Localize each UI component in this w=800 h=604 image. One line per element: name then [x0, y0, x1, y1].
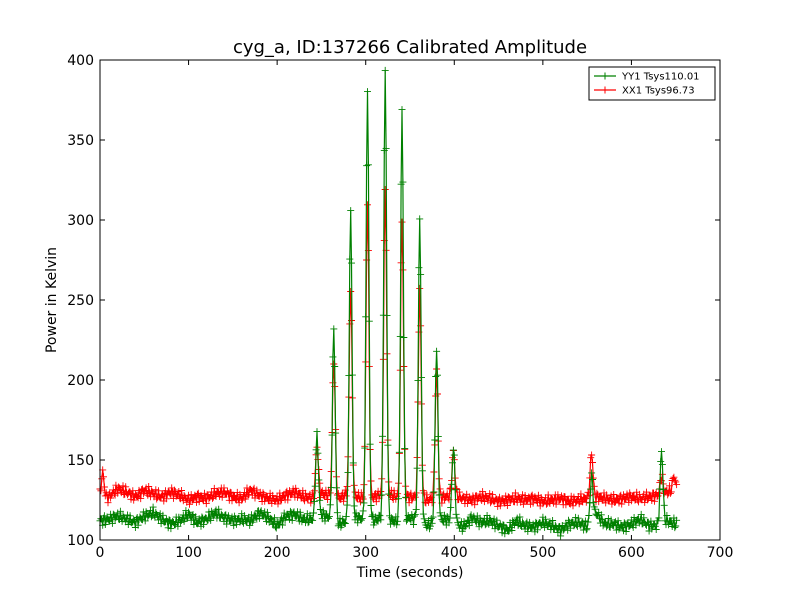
x-tick-label: 100: [175, 545, 202, 561]
ticks-layer: 0 100 200 300 400 500 600 700100150200250300350…: [67, 53, 733, 561]
legend-box: [588, 66, 716, 101]
x-tick-label: 300: [352, 545, 379, 561]
y-axis-label: Power in Kelvin: [44, 247, 60, 353]
legend-label: XX1 Tsys96.73: [622, 86, 695, 97]
y-tick-label: 250: [67, 293, 94, 309]
x-tick-label: 400: [441, 545, 468, 561]
legend-label: YY1 Tsys110.01: [621, 72, 700, 83]
y-tick-label: 150: [67, 453, 94, 469]
x-tick-label: 600: [618, 545, 645, 561]
x-tick-label: 200: [264, 545, 291, 561]
x-tick-label: 700: [707, 545, 734, 561]
x-tick-label: 500: [529, 545, 556, 561]
y-tick-label: 100: [67, 533, 94, 549]
y-tick-label: 350: [67, 133, 94, 149]
legend-marker: [601, 72, 609, 80]
legend-marker: [601, 86, 609, 94]
chart-title: cyg_a, ID:137266 Calibrated Amplitude: [233, 37, 587, 58]
legend: YY1 Tsys110.01 XX1 Tsys96.73: [588, 66, 716, 101]
x-axis-label: Time (seconds): [356, 565, 464, 581]
y-tick-label: 400: [67, 53, 94, 69]
plot-frame: [99, 59, 721, 541]
x-tick-label: 0: [96, 545, 105, 561]
plot-area: [100, 60, 720, 540]
y-tick-label: 300: [67, 213, 94, 229]
y-tick-label: 200: [67, 373, 94, 389]
